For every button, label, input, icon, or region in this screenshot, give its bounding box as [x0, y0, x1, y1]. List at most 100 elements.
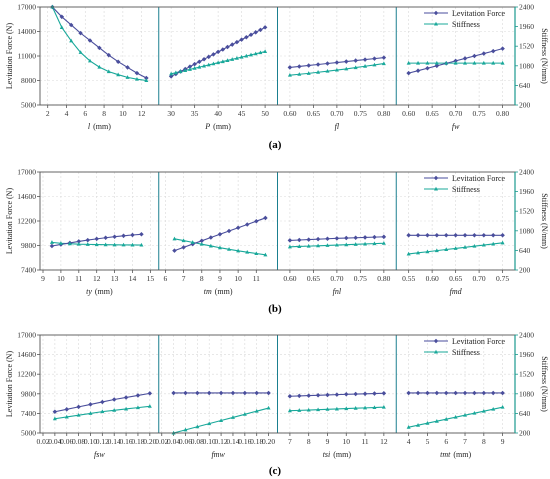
- x-tick-label: 0.08: [191, 437, 204, 446]
- x-tick-label: 0.60: [283, 274, 296, 283]
- stiffness-point: [244, 53, 249, 58]
- levitation-force-point: [123, 395, 129, 400]
- stiffness-point: [344, 242, 349, 247]
- legend: Levitation Force Stiffness: [424, 174, 506, 194]
- x-tick-label: 45: [238, 109, 246, 118]
- legend-force-label: Levitation Force: [452, 9, 506, 18]
- left-tick-label: 5000: [21, 101, 36, 110]
- stiffness-point: [147, 404, 152, 408]
- levitation-force-point: [472, 53, 477, 59]
- stiffness-point: [363, 405, 368, 410]
- levitation-force-point: [254, 390, 259, 396]
- stiffness-point: [217, 245, 222, 250]
- levitation-force-point: [334, 60, 340, 65]
- x-tick-label: 0.06: [179, 437, 192, 446]
- stiffness-point: [306, 243, 311, 248]
- x-tick-label: 7: [463, 437, 467, 446]
- stiffness-point: [67, 241, 72, 246]
- levitation-force-point: [443, 390, 449, 396]
- x-tick-label: 0.04: [48, 437, 61, 446]
- x-axis-unit: (mm): [213, 122, 231, 131]
- stiffness-point: [173, 70, 178, 75]
- levitation-force-point: [112, 234, 117, 239]
- x-axis-unit: (mm): [95, 287, 113, 296]
- x-tick-label: 0.12: [96, 437, 109, 446]
- stiffness-point: [169, 71, 174, 76]
- stiffness-point: [187, 67, 192, 71]
- stiffness-point: [416, 60, 421, 65]
- levitation-force-point: [334, 236, 340, 241]
- x-tick-label: 0.55: [402, 274, 415, 283]
- stiffness-point: [481, 408, 486, 413]
- x-axis-label: l (mm): [88, 122, 111, 131]
- levitation-force-point: [453, 233, 458, 238]
- stiffness-point: [372, 405, 377, 410]
- x-tick-label: 0.20: [143, 437, 156, 446]
- stiffness-point: [64, 414, 69, 419]
- stiffness-point: [344, 406, 349, 411]
- levitation-force-point: [372, 391, 377, 396]
- x-axis-unit: (mm): [453, 450, 471, 459]
- x-tick-label: 11: [361, 437, 368, 446]
- x-tick-label: 0.02: [36, 437, 49, 446]
- x-tick-label: 0.18: [131, 437, 144, 446]
- left-tick-label: 8000: [21, 76, 36, 85]
- panel-caption: (c): [269, 465, 282, 477]
- stiffness-point: [134, 76, 139, 81]
- levitation-force-point: [472, 233, 477, 238]
- x-tick-label: 0.70: [473, 274, 486, 283]
- levitation-force-point: [362, 391, 368, 397]
- stiffness-point: [230, 415, 235, 419]
- x-tick-label: 0.80: [377, 274, 390, 283]
- levitation-force-point: [425, 390, 430, 396]
- x-tick-label: 8: [102, 109, 106, 118]
- stiffness-point: [425, 60, 430, 65]
- levitation-force-point: [425, 233, 430, 238]
- right-tick-label: 2400: [519, 331, 534, 340]
- stiffness-point: [207, 421, 212, 426]
- levitation-force-point: [287, 393, 293, 399]
- levitation-force-point: [297, 237, 302, 243]
- stiffness-point: [353, 242, 358, 246]
- stiffness-point: [100, 409, 105, 414]
- stiffness-point: [69, 38, 74, 43]
- levitation-force-point: [481, 233, 487, 238]
- stiffness-point: [139, 242, 144, 247]
- x-tick-label: 7: [288, 437, 292, 446]
- x-tick-label: 11: [253, 274, 260, 283]
- left-tick-label: 17000: [17, 331, 36, 340]
- stiffness-point: [183, 427, 188, 432]
- stiffness-point: [325, 243, 330, 247]
- stiffness-point: [416, 250, 421, 255]
- x-tick-label: 2: [46, 109, 50, 118]
- x-axis-label: tm (mm): [204, 287, 233, 296]
- levitation-force-point: [315, 393, 321, 398]
- levitation-force-point: [344, 59, 349, 64]
- x-tick-label: 4: [65, 109, 69, 118]
- right-tick-label: 1960: [519, 350, 534, 359]
- levitation-force-point: [229, 42, 235, 47]
- levitation-force-point: [500, 233, 505, 238]
- levitation-force-point: [183, 390, 188, 396]
- stiffness-point: [239, 54, 244, 59]
- x-tick-label: 0.80: [377, 109, 390, 118]
- x-tick-label: 9: [326, 437, 330, 446]
- legend-force-label: Levitation Force: [452, 174, 506, 183]
- levitation-force-point: [462, 56, 468, 61]
- levitation-force-point: [49, 243, 55, 249]
- stiffness-point: [183, 68, 188, 72]
- stiffness-point: [472, 243, 477, 248]
- levitation-force-point: [297, 393, 302, 399]
- stiffness-point: [463, 60, 468, 65]
- levitation-force-point: [306, 63, 311, 68]
- stiffness-point: [49, 240, 54, 244]
- x-axis-label: fnl: [333, 287, 342, 296]
- panel-4: 4 5 6 7 8 9 tmt (mm): [395, 335, 505, 459]
- x-tick-label: 6: [444, 437, 448, 446]
- stiffness-point: [334, 242, 339, 247]
- x-axis-symbol: tsi: [323, 450, 331, 459]
- stiffness-point: [112, 242, 117, 247]
- stiffness-point: [106, 69, 111, 74]
- levitation-force-point: [248, 32, 254, 38]
- stiffness-point: [353, 65, 358, 70]
